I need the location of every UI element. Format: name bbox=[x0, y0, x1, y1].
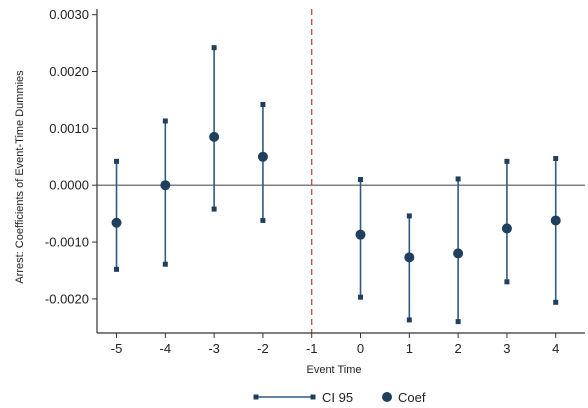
coef-point bbox=[257, 151, 268, 162]
x-tick-label: -5 bbox=[111, 341, 123, 356]
coef-point bbox=[501, 223, 512, 234]
ci-lower-cap bbox=[211, 206, 217, 212]
y-tick-label: -0.0010 bbox=[45, 235, 89, 250]
plot-area bbox=[97, 9, 585, 333]
ci-lower-cap bbox=[114, 266, 120, 272]
legend-coef-label: Coef bbox=[398, 390, 426, 405]
coef-point bbox=[160, 180, 171, 191]
x-tick-label: -4 bbox=[160, 341, 172, 356]
coef-point bbox=[111, 217, 122, 228]
x-tick-label: -2 bbox=[257, 341, 269, 356]
ci-lower-cap bbox=[455, 319, 461, 325]
axes: -0.0020 -0.0010 0.0000 0.0010 0.0020 0.0030 -5… bbox=[45, 7, 585, 356]
coef-point bbox=[404, 252, 415, 263]
ci-lower-cap bbox=[406, 317, 412, 323]
x-tick-label: 2 bbox=[455, 341, 462, 356]
x-tick-label: -1 bbox=[306, 341, 318, 356]
legend-ci-label: CI 95 bbox=[322, 390, 353, 405]
x-tick-label: 0 bbox=[357, 341, 364, 356]
x-axis-title: Event Time bbox=[306, 364, 361, 376]
x-tick-label: 3 bbox=[503, 341, 510, 356]
y-tick-label: 0.0030 bbox=[49, 7, 89, 22]
coef-point bbox=[355, 229, 366, 240]
coef-point bbox=[453, 248, 464, 259]
ci-upper-cap bbox=[114, 158, 120, 164]
x-tick-label: 4 bbox=[552, 341, 559, 356]
ci-upper-cap bbox=[260, 101, 266, 107]
coef-point bbox=[209, 131, 220, 142]
ci-upper-cap bbox=[504, 158, 510, 164]
ci-lower-cap bbox=[553, 299, 559, 305]
y-axis-title: Arrest: Coefficients of Event-Time Dummi… bbox=[14, 70, 26, 284]
x-tick-label: 1 bbox=[406, 341, 413, 356]
ci-lower-cap bbox=[358, 294, 364, 300]
legend: CI 95 Coef bbox=[253, 390, 426, 405]
legend-ci-cap-right bbox=[310, 394, 316, 400]
ci-upper-cap bbox=[211, 45, 217, 51]
legend-coef-marker bbox=[382, 392, 392, 402]
y-tick-label: 0.0010 bbox=[49, 121, 89, 136]
x-tick-label: -3 bbox=[208, 341, 220, 356]
ci-upper-cap bbox=[358, 177, 364, 183]
legend-ci-cap-left bbox=[253, 394, 259, 400]
ci-upper-cap bbox=[162, 118, 168, 124]
coef-point bbox=[550, 215, 561, 226]
y-tick-label: 0.0020 bbox=[49, 64, 89, 79]
y-tick-label: 0.0000 bbox=[49, 178, 89, 193]
ci-lower-cap bbox=[504, 279, 510, 285]
ci-lower-cap bbox=[260, 217, 266, 223]
ci-upper-cap bbox=[406, 213, 412, 219]
ci-lower-cap bbox=[162, 261, 168, 267]
ci-upper-cap bbox=[553, 155, 559, 161]
ci-upper-cap bbox=[455, 176, 461, 182]
y-tick-label: -0.0020 bbox=[45, 291, 89, 306]
